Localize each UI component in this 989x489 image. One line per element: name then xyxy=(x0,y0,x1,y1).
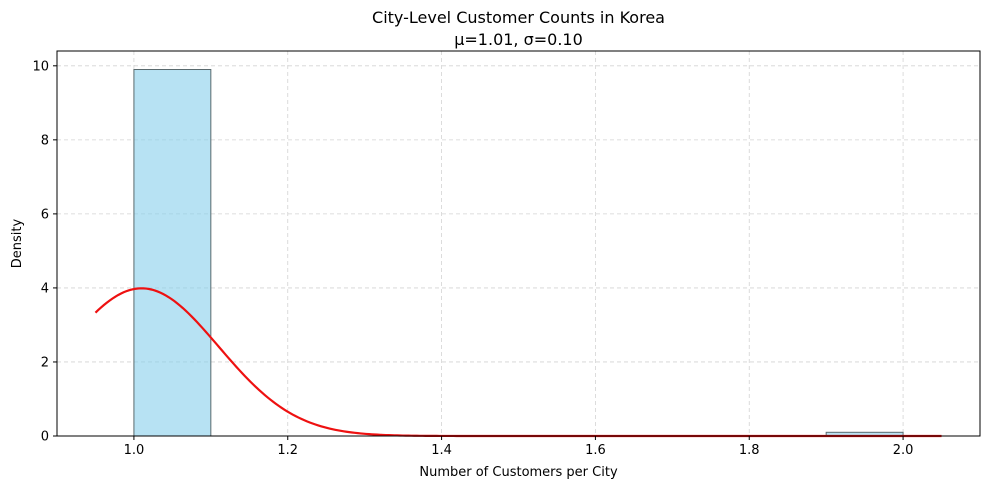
chart-subtitle: μ=1.01, σ=0.10 xyxy=(454,30,583,49)
y-tick-label: 4 xyxy=(41,281,49,296)
x-axis-label: Number of Customers per City xyxy=(419,465,618,480)
x-tick-label: 1.8 xyxy=(739,443,760,458)
x-tick-label: 1.0 xyxy=(124,443,145,458)
x-tick-label: 1.4 xyxy=(431,443,452,458)
x-tick-label: 2.0 xyxy=(893,443,914,458)
plot-area-frame xyxy=(56,50,981,437)
y-axis-label: Density xyxy=(10,218,25,268)
histogram-bars xyxy=(133,69,904,437)
x-tick-label: 1.2 xyxy=(277,443,298,458)
y-tick-label: 10 xyxy=(32,59,49,74)
chart-title: City-Level Customer Counts in Korea xyxy=(372,8,665,27)
y-tick-label: 8 xyxy=(41,133,49,148)
x-tick-label: 1.6 xyxy=(585,443,606,458)
axis-ticks: 1.0 1.2 1.4 1.6 1.8 2.0 0 2 4 6 8 10 xyxy=(32,59,913,458)
y-tick-label: 0 xyxy=(41,430,49,445)
histogram-bar xyxy=(133,69,212,437)
y-tick-label: 2 xyxy=(41,355,49,370)
y-tick-label: 6 xyxy=(41,207,49,222)
